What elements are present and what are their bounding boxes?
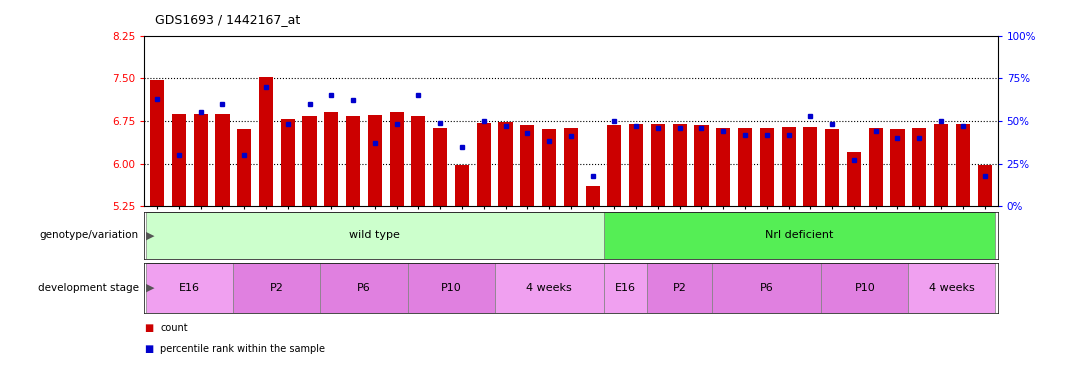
Bar <box>695 125 708 206</box>
Bar <box>346 116 361 206</box>
Text: ■: ■ <box>144 344 154 354</box>
Bar <box>146 262 234 313</box>
Text: E16: E16 <box>179 283 201 293</box>
Bar <box>825 129 840 206</box>
Bar <box>495 262 604 313</box>
Text: genotype/variation: genotype/variation <box>39 230 139 240</box>
Text: 4 weeks: 4 weeks <box>526 283 572 293</box>
Bar <box>408 262 495 313</box>
Bar <box>172 114 186 206</box>
Text: percentile rank within the sample: percentile rank within the sample <box>160 344 325 354</box>
Text: development stage: development stage <box>37 283 139 293</box>
Bar <box>716 128 730 206</box>
Bar <box>713 262 822 313</box>
Bar <box>368 115 382 206</box>
Bar <box>259 77 273 206</box>
Text: Nrl deficient: Nrl deficient <box>765 230 833 240</box>
Bar <box>477 123 491 206</box>
Bar <box>912 128 926 206</box>
Bar <box>193 114 208 206</box>
Bar <box>150 80 164 206</box>
Bar <box>563 128 578 206</box>
Bar <box>433 128 447 206</box>
Bar <box>412 116 426 206</box>
Bar <box>630 124 643 206</box>
Bar <box>672 124 687 206</box>
Bar <box>389 112 403 206</box>
Text: P2: P2 <box>673 283 687 293</box>
Bar <box>781 127 796 206</box>
Bar <box>908 262 996 313</box>
Bar <box>216 114 229 206</box>
Bar <box>847 152 861 206</box>
Text: count: count <box>160 323 188 333</box>
Bar <box>822 262 908 313</box>
Bar <box>237 129 252 206</box>
Bar <box>647 262 713 313</box>
Bar <box>320 262 408 313</box>
Bar <box>869 128 882 206</box>
Text: wild type: wild type <box>349 230 400 240</box>
Bar <box>604 262 647 313</box>
Bar <box>934 124 949 206</box>
Bar <box>651 124 665 206</box>
Bar <box>586 186 600 206</box>
Bar <box>146 212 604 259</box>
Text: P6: P6 <box>357 283 371 293</box>
Bar <box>498 122 512 206</box>
Bar <box>803 127 817 206</box>
Bar <box>760 128 774 206</box>
Text: ■: ■ <box>144 323 154 333</box>
Bar <box>281 119 294 206</box>
Text: E16: E16 <box>615 283 636 293</box>
Bar <box>302 116 317 206</box>
Bar <box>542 129 556 206</box>
Text: P6: P6 <box>760 283 774 293</box>
Bar <box>234 262 320 313</box>
Bar <box>890 129 905 206</box>
Bar <box>324 112 338 206</box>
Text: 4 weeks: 4 weeks <box>929 283 975 293</box>
Bar <box>455 165 469 206</box>
Text: P2: P2 <box>270 283 284 293</box>
Text: ▶: ▶ <box>146 230 155 240</box>
Bar <box>604 212 996 259</box>
Bar <box>977 165 991 206</box>
Text: P10: P10 <box>855 283 875 293</box>
Bar <box>607 125 621 206</box>
Text: ▶: ▶ <box>146 283 155 293</box>
Text: GDS1693 / 1442167_at: GDS1693 / 1442167_at <box>155 13 300 26</box>
Bar <box>956 124 970 206</box>
Bar <box>521 125 535 206</box>
Text: P10: P10 <box>441 283 461 293</box>
Bar <box>738 128 752 206</box>
